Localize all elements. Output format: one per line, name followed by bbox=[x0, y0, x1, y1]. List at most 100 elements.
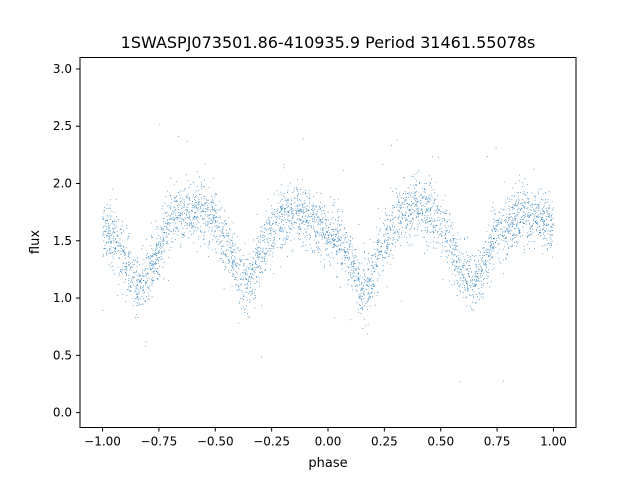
data-point bbox=[242, 272, 244, 274]
data-point bbox=[549, 205, 551, 207]
data-point bbox=[426, 216, 428, 218]
data-point bbox=[205, 208, 207, 210]
data-point bbox=[408, 208, 410, 210]
data-point bbox=[257, 236, 259, 238]
data-point bbox=[505, 237, 507, 239]
data-point bbox=[272, 230, 274, 232]
data-point bbox=[175, 212, 177, 214]
data-point bbox=[408, 204, 409, 206]
data-point bbox=[324, 219, 326, 221]
data-point bbox=[155, 263, 157, 265]
data-point bbox=[151, 263, 153, 265]
data-point bbox=[388, 237, 390, 238]
data-point bbox=[551, 234, 553, 236]
data-point bbox=[192, 205, 194, 206]
data-point bbox=[263, 258, 265, 260]
data-point bbox=[546, 249, 548, 251]
data-point bbox=[245, 287, 247, 289]
data-point bbox=[496, 220, 498, 221]
data-point bbox=[361, 298, 362, 300]
data-point bbox=[347, 283, 349, 285]
data-point bbox=[345, 232, 347, 234]
data-point bbox=[322, 233, 324, 235]
data-point bbox=[319, 205, 321, 207]
data-point bbox=[298, 233, 300, 235]
data-point bbox=[139, 275, 141, 277]
data-point bbox=[326, 232, 328, 234]
data-point bbox=[316, 191, 318, 193]
data-point bbox=[303, 200, 305, 202]
data-point bbox=[512, 235, 514, 236]
data-point bbox=[265, 248, 267, 250]
data-point bbox=[172, 210, 173, 212]
data-point bbox=[188, 196, 190, 198]
data-point bbox=[221, 240, 223, 242]
data-point bbox=[173, 200, 175, 202]
data-point bbox=[269, 233, 271, 234]
data-point bbox=[508, 217, 510, 219]
data-point bbox=[308, 198, 310, 200]
data-point bbox=[194, 200, 196, 201]
data-point bbox=[444, 220, 446, 221]
data-point bbox=[333, 257, 335, 259]
data-point bbox=[228, 270, 229, 271]
data-point bbox=[493, 227, 495, 229]
data-point bbox=[287, 202, 289, 204]
data-point bbox=[535, 203, 537, 205]
data-point bbox=[458, 258, 459, 260]
data-point bbox=[259, 241, 261, 243]
data-point bbox=[124, 266, 126, 268]
data-point bbox=[308, 203, 310, 204]
data-point bbox=[536, 216, 538, 218]
data-point bbox=[343, 255, 345, 257]
data-point bbox=[295, 186, 297, 188]
data-point bbox=[550, 218, 552, 220]
data-point bbox=[403, 193, 405, 195]
data-point bbox=[272, 245, 274, 247]
data-point bbox=[400, 222, 402, 224]
data-point bbox=[495, 219, 497, 221]
data-point bbox=[108, 225, 110, 227]
data-point bbox=[508, 226, 510, 228]
data-point bbox=[115, 199, 117, 200]
data-point bbox=[308, 190, 310, 192]
data-point bbox=[466, 305, 468, 307]
data-point bbox=[208, 215, 210, 217]
data-point bbox=[414, 192, 416, 194]
data-point bbox=[499, 212, 501, 214]
data-point bbox=[232, 264, 234, 265]
data-point bbox=[534, 215, 536, 217]
data-point bbox=[108, 223, 109, 225]
data-point bbox=[400, 216, 402, 218]
data-point bbox=[220, 258, 222, 260]
data-point bbox=[279, 211, 281, 213]
data-point bbox=[163, 249, 165, 251]
data-point bbox=[153, 266, 155, 268]
data-point bbox=[359, 296, 361, 298]
data-point bbox=[459, 286, 461, 288]
data-point bbox=[106, 236, 108, 238]
data-point bbox=[274, 239, 276, 240]
data-point bbox=[530, 205, 532, 207]
data-point bbox=[504, 181, 505, 183]
data-point bbox=[319, 223, 321, 225]
data-point bbox=[551, 213, 553, 215]
data-point bbox=[262, 247, 264, 249]
data-point bbox=[405, 193, 407, 195]
data-point bbox=[241, 307, 243, 309]
data-point bbox=[314, 251, 316, 253]
data-point bbox=[415, 184, 416, 186]
data-point bbox=[360, 313, 362, 315]
data-point bbox=[293, 227, 295, 229]
data-point bbox=[408, 192, 410, 194]
data-point bbox=[478, 261, 480, 263]
data-point bbox=[220, 207, 222, 209]
data-point bbox=[390, 249, 392, 251]
data-point bbox=[318, 220, 320, 222]
data-point bbox=[415, 204, 416, 206]
data-point bbox=[514, 220, 516, 222]
data-point bbox=[143, 300, 145, 302]
data-point bbox=[437, 231, 439, 233]
data-point bbox=[463, 265, 464, 267]
data-point bbox=[410, 214, 412, 216]
